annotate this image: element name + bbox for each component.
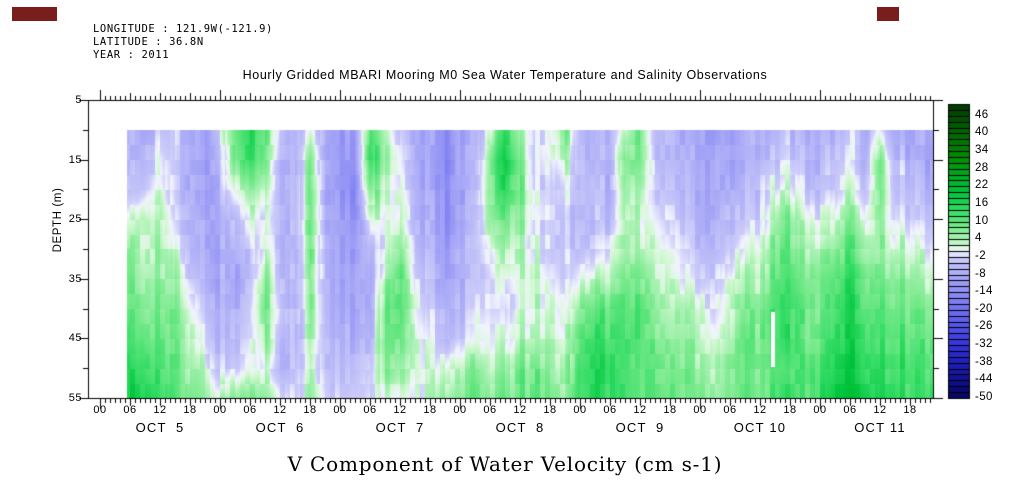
x-hour-label: 00 (573, 404, 587, 416)
day-label: OCT 9 (615, 420, 665, 435)
colorbar-label: -20 (975, 303, 993, 315)
y-tick-label: 15 (68, 154, 82, 166)
y-tick-label: 25 (68, 213, 82, 225)
x-hour-label: 18 (663, 404, 677, 416)
day-label: OCT 10 (733, 420, 787, 435)
x-hour-label: 12 (273, 404, 287, 416)
x-hour-label: 18 (783, 404, 797, 416)
day-label: OCT 7 (375, 420, 425, 435)
x-hour-label: 12 (153, 404, 167, 416)
x-hour-label: 18 (543, 404, 557, 416)
x-hour-label: 06 (603, 404, 617, 416)
colorbar-label: -44 (975, 373, 993, 385)
colorbar-label: 28 (975, 162, 989, 174)
x-hour-label: 12 (513, 404, 527, 416)
day-label: OCT 8 (495, 420, 545, 435)
colorbar-label: 16 (975, 197, 989, 209)
x-hour-label: 18 (903, 404, 917, 416)
x-hour-label: 00 (693, 404, 707, 416)
y-tick-label: 35 (68, 273, 82, 285)
x-hour-label: 00 (333, 404, 347, 416)
x-hour-label: 06 (123, 404, 137, 416)
x-hour-label: 00 (213, 404, 227, 416)
colorbar-label: 4 (975, 232, 982, 244)
longitude-label: LONGITUDE : 121.9W(-121.9) (93, 23, 273, 35)
latitude-label: LATITUDE : 36.8N (93, 36, 204, 48)
y-tick-label: 55 (68, 392, 82, 404)
x-hour-label: 18 (303, 404, 317, 416)
x-hour-label: 12 (393, 404, 407, 416)
colorbar-label: 40 (975, 126, 989, 138)
colorbar-label: 10 (975, 215, 989, 227)
colorbar-label: -14 (975, 285, 993, 297)
day-label: OCT 6 (255, 420, 305, 435)
x-hour-label: 06 (843, 404, 857, 416)
x-hour-label: 06 (723, 404, 737, 416)
plot-title: Hourly Gridded MBARI Mooring M0 Sea Wate… (242, 68, 768, 82)
x-hour-label: 12 (873, 404, 887, 416)
bottom-title: V Component of Water Velocity (cm s-1) (287, 452, 723, 476)
y-tick-label: 5 (75, 94, 82, 106)
colorbar-label: 22 (975, 179, 989, 191)
y-tick-label: 45 (68, 332, 82, 344)
x-hour-label: 18 (183, 404, 197, 416)
colorbar-label: 46 (975, 109, 989, 121)
colorbar-label: 34 (975, 144, 989, 156)
x-hour-label: 06 (363, 404, 377, 416)
colorbar-label: -8 (975, 268, 987, 280)
x-hour-label: 00 (453, 404, 467, 416)
colorbar-label: -26 (975, 320, 993, 332)
x-hour-label: 18 (423, 404, 437, 416)
colorbar-label: -2 (975, 250, 987, 262)
x-hour-label: 06 (243, 404, 257, 416)
x-hour-label: 12 (633, 404, 647, 416)
x-hour-label: 00 (93, 404, 107, 416)
day-label: OCT 5 (135, 420, 185, 435)
colorbar-label: -50 (975, 391, 993, 403)
day-label: OCT 11 (854, 420, 906, 435)
x-hour-label: 06 (483, 404, 497, 416)
colorbar-label: -32 (975, 338, 993, 350)
colorbar-label: -38 (975, 356, 993, 368)
x-hour-label: 00 (813, 404, 827, 416)
x-hour-label: 12 (753, 404, 767, 416)
year-label: YEAR : 2011 (93, 49, 170, 61)
